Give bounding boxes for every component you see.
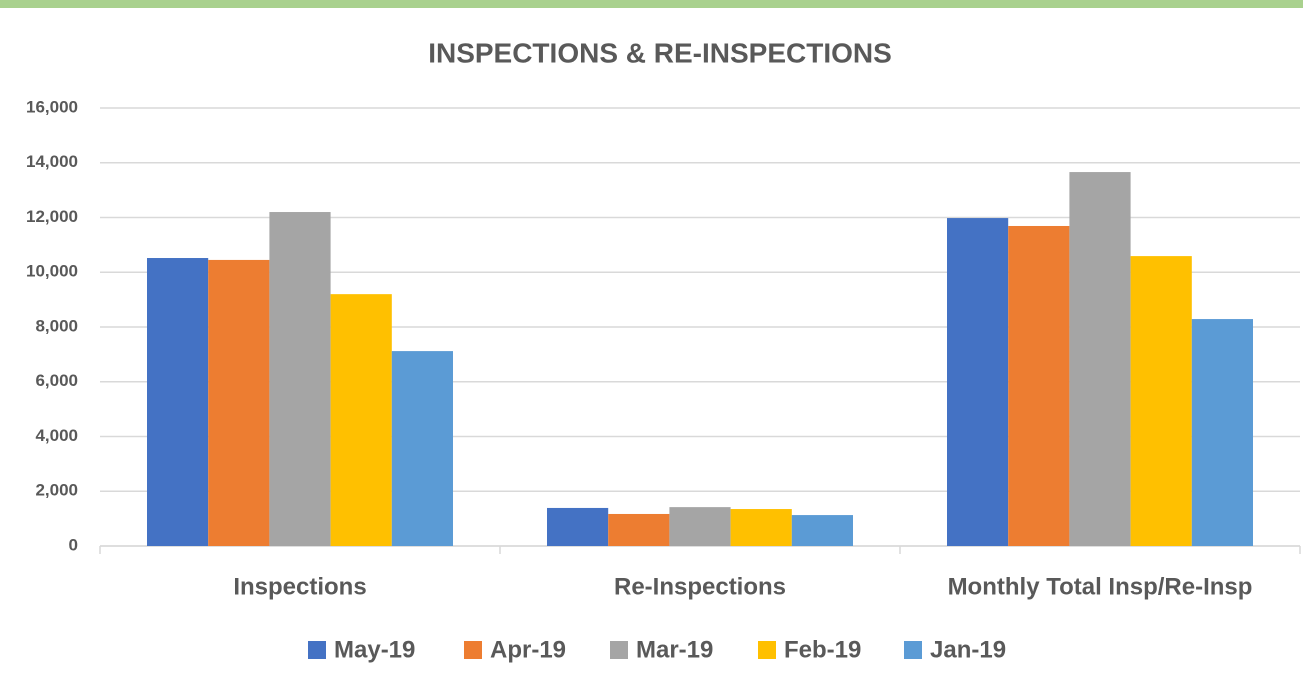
y-tick-label: 6,000: [35, 371, 78, 390]
bar: [547, 507, 609, 546]
bar: [147, 258, 209, 546]
legend-swatch: [308, 641, 326, 659]
bar: [791, 515, 853, 546]
legend-swatch: [904, 641, 922, 659]
y-tick-label: 16,000: [26, 97, 78, 116]
chart-title: INSPECTIONS & RE-INSPECTIONS: [428, 37, 892, 68]
bar: [1069, 172, 1131, 546]
bar: [608, 513, 670, 546]
x-tick-label: Re-Inspections: [614, 573, 786, 600]
y-tick-label: 10,000: [26, 262, 78, 281]
bar: [208, 259, 270, 546]
legend-label: Jan-19: [930, 636, 1006, 663]
y-tick-label: 14,000: [26, 152, 78, 171]
bar: [730, 509, 792, 546]
bar: [391, 351, 453, 546]
top-band: [0, 0, 1303, 8]
legend-swatch: [610, 641, 628, 659]
bar: [1130, 256, 1192, 546]
legend-label: May-19: [334, 636, 415, 663]
legend-swatch: [758, 641, 776, 659]
legend-label: Mar-19: [636, 636, 713, 663]
y-tick-label: 2,000: [35, 481, 78, 500]
y-tick-label: 0: [69, 535, 78, 554]
bar: [269, 212, 331, 546]
bar: [1191, 319, 1253, 546]
x-tick-label: Inspections: [233, 573, 366, 600]
legend-label: Feb-19: [784, 636, 861, 663]
y-tick-label: 4,000: [35, 426, 78, 445]
bar: [947, 218, 1009, 547]
legend-swatch: [464, 641, 482, 659]
y-tick-label: 8,000: [35, 316, 78, 335]
bar: [669, 507, 731, 546]
legend-label: Apr-19: [490, 636, 566, 663]
x-tick-label: Monthly Total Insp/Re-Insp: [948, 573, 1253, 600]
bar: [330, 294, 392, 546]
y-tick-label: 12,000: [26, 207, 78, 226]
bar: [1008, 225, 1070, 546]
